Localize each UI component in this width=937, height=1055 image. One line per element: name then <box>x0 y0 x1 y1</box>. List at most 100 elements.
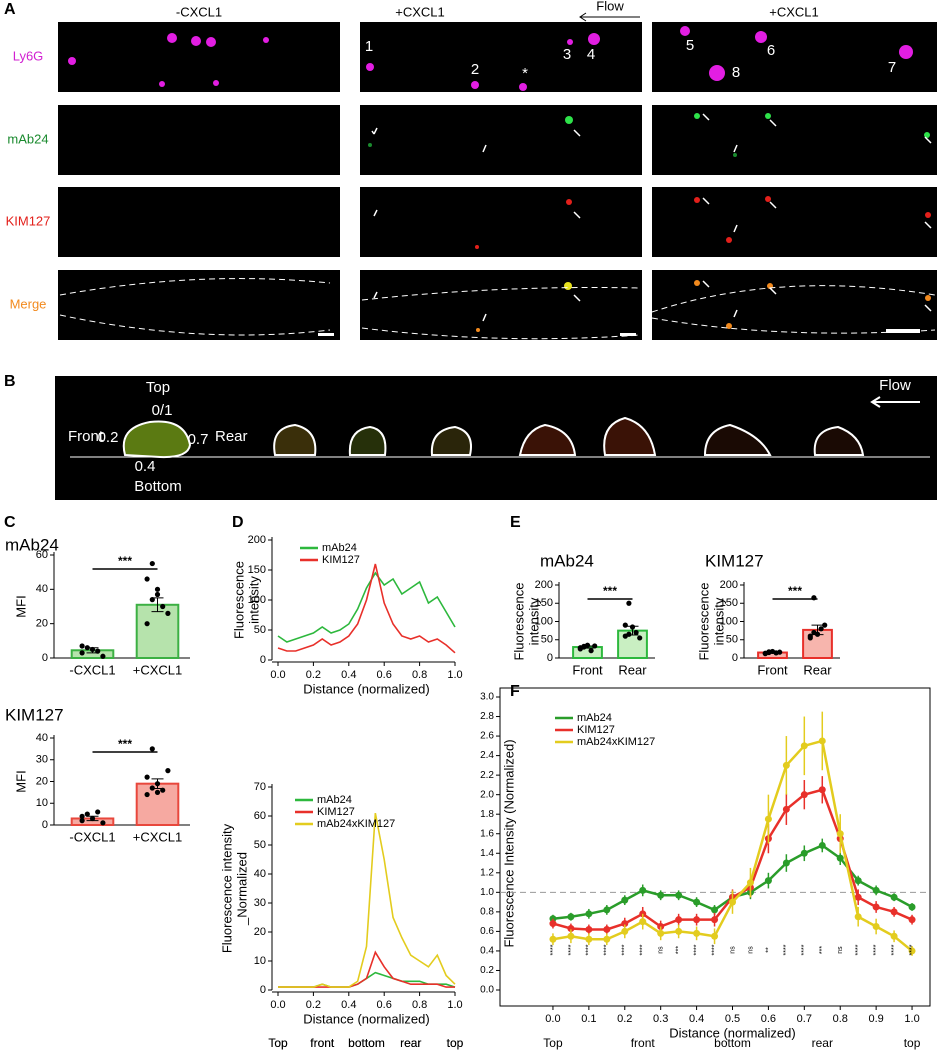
significance-label: *** <box>788 584 802 598</box>
y-tick-label: 0.6 <box>480 926 494 937</box>
significance-label: ns <box>658 946 665 954</box>
legend-label: KIM127 <box>317 806 355 818</box>
y-tick-label: 1.8 <box>480 809 494 820</box>
y-tick-label: 100 <box>248 594 266 606</box>
data-point <box>592 643 598 649</box>
x-region-label: bottom <box>348 1036 385 1050</box>
cell-number: 2 <box>471 61 479 78</box>
data-point <box>629 624 636 630</box>
data-point <box>657 891 665 899</box>
data-point <box>567 932 575 940</box>
position-label: 0/1 <box>152 402 173 419</box>
y-tick-label: 20 <box>36 618 48 630</box>
significance-label: **** <box>855 944 862 955</box>
data-point <box>567 924 575 932</box>
y-tick-label: 150 <box>248 564 266 576</box>
column-title: +CXCL1 <box>395 4 445 19</box>
row-label: Merge <box>10 296 47 311</box>
x-tick-label: 0.8 <box>412 999 427 1011</box>
data-point <box>626 631 632 637</box>
x-tick-label: 0.8 <box>833 1013 848 1025</box>
arrows <box>371 113 932 322</box>
cell-number: 7 <box>888 59 896 76</box>
data-point <box>782 805 790 813</box>
x-tick-label: +CXCL1 <box>133 662 183 677</box>
x-tick-label: 0.2 <box>617 1013 632 1025</box>
orientation-label: Top <box>146 379 170 396</box>
x-tick-label: 0.0 <box>545 1013 560 1025</box>
data-point <box>890 893 898 901</box>
x-tick-label: 1.0 <box>447 669 462 681</box>
y-tick-label: 0 <box>732 652 738 664</box>
data-point <box>657 929 665 937</box>
data-point <box>160 603 166 610</box>
y-axis-label: Fluorescence <box>696 582 711 660</box>
x-tick-label: Rear <box>803 662 832 677</box>
x-tick-label: -CXCL1 <box>69 662 115 677</box>
data-point <box>621 927 629 935</box>
y-tick-label: 60 <box>254 810 266 822</box>
data-point <box>836 830 844 838</box>
x-region-label: rear <box>812 1036 833 1050</box>
micrographs <box>58 22 937 340</box>
position-label: 0.4 <box>135 458 156 475</box>
y-tick-label: 0 <box>260 984 266 996</box>
row-label: Ly6G <box>13 48 44 63</box>
chart-title: mAb24 <box>540 551 594 570</box>
significance-label: **** <box>640 944 647 955</box>
y-axis-label: Fluorescence intensity <box>219 823 234 953</box>
column-title: +CXCL1 <box>769 4 819 19</box>
data-point <box>581 643 587 649</box>
data-point <box>637 635 643 641</box>
data-point <box>144 791 150 798</box>
x-region-label: front <box>631 1036 656 1050</box>
data-point <box>621 920 629 928</box>
legend-label: mAb24 <box>577 712 612 724</box>
data-point <box>585 935 593 943</box>
x-region-label: rear <box>400 1036 421 1050</box>
significance-label: ** <box>765 947 772 953</box>
x-region-label: top <box>447 1036 464 1050</box>
data-point <box>908 947 916 955</box>
ly6g-cells <box>68 26 913 91</box>
bar <box>572 646 603 659</box>
significance-label: ns <box>729 946 736 954</box>
data-point <box>854 913 862 921</box>
data-point <box>807 635 813 641</box>
cell-number: 4 <box>587 46 595 63</box>
significance-label: *** <box>118 554 132 568</box>
data-point <box>149 785 155 791</box>
x-region-label: Top <box>268 1036 288 1050</box>
data-point <box>100 653 106 659</box>
significance-label: **** <box>891 944 898 955</box>
y-axis-label: _Normalized <box>234 852 249 926</box>
cell-number: * <box>522 65 528 82</box>
data-point <box>872 886 880 894</box>
panel-labels: A B C D E F <box>4 1 521 700</box>
y-tick-label: 50 <box>541 634 553 646</box>
x-tick-label: +CXCL1 <box>133 829 183 844</box>
data-point <box>854 893 862 901</box>
y-tick-label: 20 <box>36 775 48 787</box>
x-tick-label: 0.4 <box>689 1013 704 1025</box>
significance-label: **** <box>693 944 700 955</box>
y-tick-label: 0 <box>260 654 266 666</box>
y-tick-label: 0 <box>547 652 553 664</box>
y-axis-label: Fluorescence Intensity (Normalized) <box>501 739 516 947</box>
data-point <box>95 809 101 815</box>
data-point <box>675 927 683 935</box>
x-tick-label: 0.4 <box>341 999 356 1011</box>
data-point <box>549 935 557 943</box>
y-tick-label: 2.4 <box>480 750 494 761</box>
legend-label: mAb24xKIM127 <box>577 736 655 748</box>
data-point <box>89 815 96 822</box>
data-line <box>278 812 456 988</box>
x-region-label: front <box>310 1036 335 1050</box>
panel-label: A <box>4 1 16 18</box>
significance-label: ns <box>837 946 844 954</box>
y-tick-label: 2.0 <box>480 789 494 800</box>
x-tick-label: 0.6 <box>377 999 392 1011</box>
y-tick-label: 0 <box>42 819 48 831</box>
data-point <box>693 916 701 924</box>
